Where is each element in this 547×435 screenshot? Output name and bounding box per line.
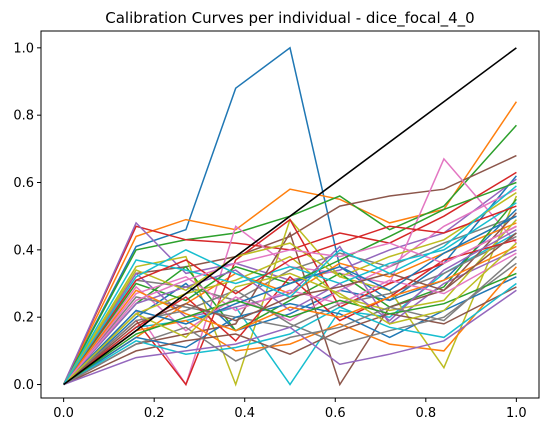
calibration-series-33: [63, 272, 517, 386]
x-tick-label: 0.8: [415, 406, 436, 421]
x-tick-label: 0.6: [325, 406, 346, 421]
calibration-series-8: [62, 215, 517, 385]
calibration-series-32: [63, 245, 517, 385]
y-tick-label: 0.4: [13, 243, 34, 258]
calibration-series-14: [63, 218, 517, 386]
series-layer: [62, 46, 518, 387]
y-axis-ticks: 0.0 0.2 0.4 0.6 0.8 1.0: [13, 41, 41, 393]
calibration-series-21: [63, 276, 517, 386]
calibration-series-20: [62, 202, 517, 385]
calibration-series-37: [63, 225, 517, 385]
calibration-series-35: [63, 289, 517, 386]
x-tick-label: 0.0: [53, 406, 74, 421]
calibration-series-26: [63, 286, 517, 386]
calibration-series-13: [63, 198, 517, 386]
calibration-series-17: [62, 188, 517, 385]
calibration-series-29: [62, 191, 517, 385]
x-tick-label: 0.4: [234, 406, 255, 421]
y-tick-label: 1.0: [13, 41, 34, 56]
x-tick-label: 0.2: [144, 406, 165, 421]
calibration-series-38: [63, 256, 517, 386]
calibration-series-5: [62, 178, 517, 385]
plot-frame: [40, 30, 540, 399]
y-tick-label: 0.8: [13, 109, 34, 124]
x-tick-label: 1.0: [506, 406, 527, 421]
calibration-series-34: [62, 205, 517, 385]
chart-title: Calibration Curves per individual - dice…: [105, 9, 474, 28]
calibration-series-1: [62, 46, 517, 385]
calibration-series-30: [63, 282, 517, 386]
y-tick-label: 0.6: [13, 176, 34, 191]
calibration-series-40: [62, 185, 517, 385]
perfect-calibration-line: [63, 47, 517, 386]
calibration-series-10: [63, 232, 517, 386]
reference-layer: [63, 47, 517, 386]
calibration-series-27: [63, 252, 517, 385]
calibration-series-19: [63, 219, 517, 386]
calibration-series-31: [63, 215, 517, 386]
y-tick-label: 0.0: [13, 378, 34, 393]
calibration-series-6: [62, 154, 517, 385]
calibration-series-39: [63, 242, 517, 386]
y-tick-label: 0.2: [13, 311, 34, 326]
x-axis-ticks: 0.0 0.2 0.4 0.6 0.8 1.0: [53, 398, 527, 421]
calibration-series-22: [63, 266, 517, 386]
